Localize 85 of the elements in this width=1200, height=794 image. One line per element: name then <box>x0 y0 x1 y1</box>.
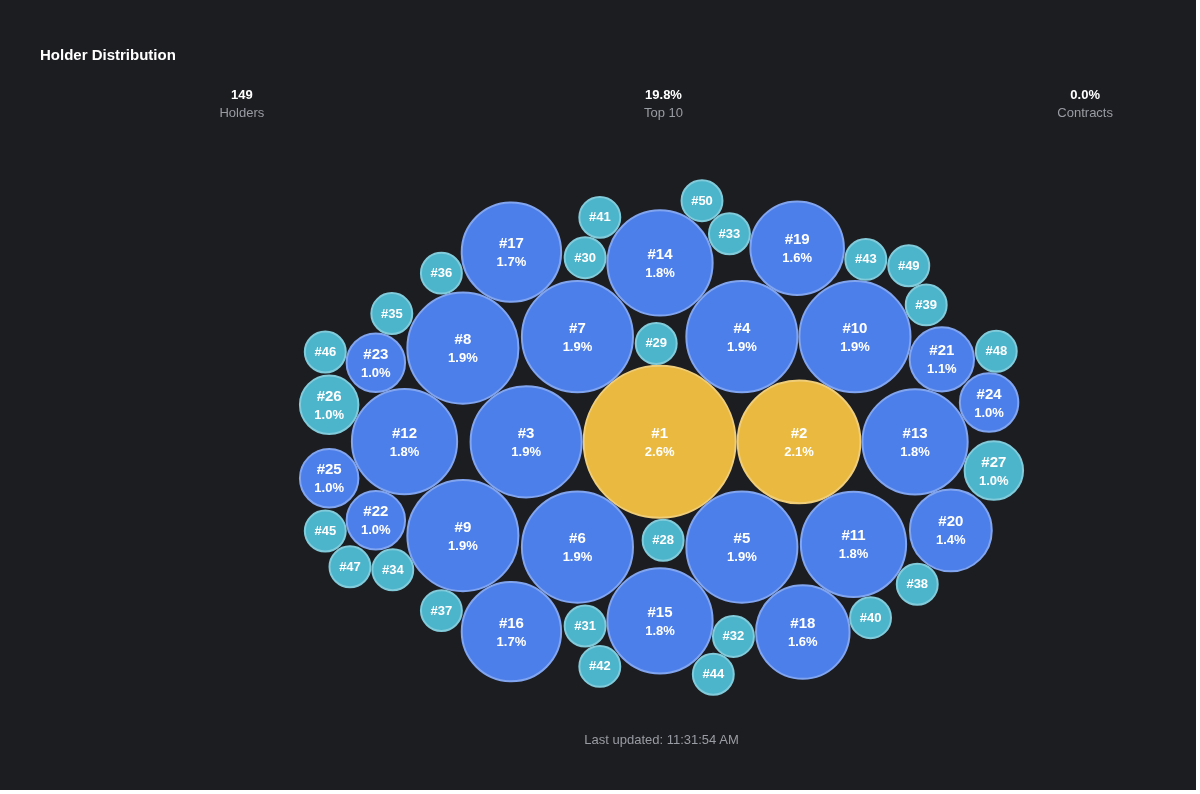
category-label: #35 <box>380 305 403 321</box>
category-label: #29 <box>645 335 668 351</box>
category-label: #14 <box>647 244 674 262</box>
category-label: #48 <box>985 343 1008 359</box>
category-label: #11 <box>841 526 866 544</box>
text: 149 <box>230 87 253 102</box>
text: 19.8% <box>645 87 682 102</box>
category-label: #5 <box>733 529 751 547</box>
category-label: #10 <box>842 318 868 336</box>
category-label: #18 <box>790 614 816 632</box>
category-label: #49 <box>897 257 920 273</box>
category-label: #50 <box>691 192 713 208</box>
data-label: 1.9% <box>511 443 542 459</box>
data-label: 1.9% <box>727 338 758 354</box>
data-label: 1.9% <box>448 537 479 553</box>
category-label: #19 <box>784 230 810 248</box>
data-label: 1.6% <box>782 250 813 266</box>
category-label: Contracts <box>1057 105 1114 120</box>
text: Last updated: 11:31:54 AM <box>584 732 739 747</box>
category-label: #8 <box>454 330 472 348</box>
category-label: #32 <box>722 628 745 644</box>
data-label: 1.9% <box>448 350 479 366</box>
category-label: #30 <box>574 249 596 265</box>
category-label: #44 <box>702 666 725 682</box>
category-label: #47 <box>339 558 361 574</box>
category-label: Top 10 <box>643 105 684 120</box>
data-label: 1.0% <box>361 522 392 538</box>
category-label: #38 <box>906 576 929 592</box>
category-label: #17 <box>498 234 524 252</box>
category-label: #9 <box>454 517 472 535</box>
category-label: #12 <box>392 423 418 441</box>
data-label: 1.0% <box>314 480 345 496</box>
data-label: 1.8% <box>900 443 931 459</box>
data-label: 2.6% <box>644 443 675 459</box>
category-label: #37 <box>430 602 453 618</box>
category-label: #28 <box>652 532 674 548</box>
category-label: #13 <box>902 423 928 441</box>
category-label: #1 <box>651 423 669 441</box>
category-label: #45 <box>314 523 337 539</box>
data-label: 1.0% <box>974 404 1005 420</box>
data-label: 1.8% <box>645 264 676 280</box>
text: Holder Distribution <box>40 46 176 63</box>
category-label: #42 <box>588 658 611 674</box>
data-label: 1.8% <box>389 443 420 459</box>
data-label: 1.0% <box>361 364 392 380</box>
data-label: 1.4% <box>936 532 967 548</box>
category-label: #23 <box>363 344 389 362</box>
data-label: 1.8% <box>838 546 869 562</box>
data-label: 1.9% <box>562 549 593 565</box>
data-label: 1.7% <box>496 254 527 270</box>
category-label: #36 <box>430 265 453 281</box>
category-label: #7 <box>569 318 586 336</box>
text: 0.0% <box>1070 87 1100 102</box>
category-label: #6 <box>569 529 586 547</box>
category-label: #16 <box>498 613 524 631</box>
category-label: #26 <box>316 386 342 404</box>
category-label: #25 <box>316 460 342 478</box>
category-label: Holders <box>219 105 265 120</box>
data-label: 1.9% <box>562 338 593 354</box>
category-label: #33 <box>718 225 741 241</box>
category-label: #2 <box>790 423 808 441</box>
category-label: #3 <box>517 423 535 441</box>
category-label: #31 <box>574 618 596 634</box>
data-label: 1.6% <box>788 634 819 650</box>
data-label: 1.9% <box>727 549 758 565</box>
data-label: 1.8% <box>645 622 676 638</box>
data-label: 2.1% <box>784 443 815 459</box>
category-label: #21 <box>929 341 955 359</box>
data-label: 1.0% <box>979 472 1010 488</box>
data-label: 1.0% <box>314 406 345 422</box>
category-label: #20 <box>938 512 964 530</box>
category-label: #34 <box>381 561 405 577</box>
category-label: #43 <box>854 251 877 267</box>
category-label: #22 <box>363 502 389 520</box>
category-label: #4 <box>733 318 751 336</box>
category-label: #46 <box>314 344 337 359</box>
data-label: 1.9% <box>840 338 871 354</box>
category-label: #39 <box>915 296 938 312</box>
data-label: 1.1% <box>927 361 958 377</box>
data-label: 1.7% <box>496 633 527 649</box>
category-label: #27 <box>981 452 1007 470</box>
category-label: #41 <box>588 209 611 225</box>
category-label: #24 <box>976 384 1003 402</box>
category-label: #15 <box>647 602 673 620</box>
category-label: #40 <box>859 609 882 625</box>
